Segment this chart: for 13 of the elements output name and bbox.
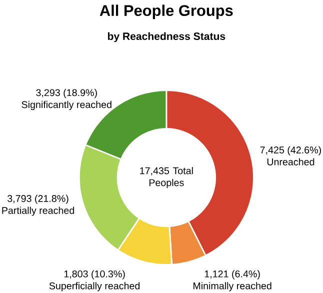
chart-subtitle: by Reachedness Status [108, 32, 226, 42]
slice-label: Superficially reached [49, 282, 140, 292]
data-label: 7,425 (42.6%) [260, 146, 321, 156]
chart-title: All People Groups [100, 4, 233, 20]
data-label: 3,793 (21.8%) [8, 194, 68, 204]
slice-label: Significantly reached [22, 101, 112, 110]
slice-label: Partially reached [2, 206, 74, 216]
data-label: 1,121 (6.4%) [204, 270, 260, 280]
slice-label: Unreached [267, 158, 314, 166]
data-label: 3,293 (18.9%) [36, 89, 97, 98]
text: 17,435 Total Peoples [140, 167, 193, 188]
data-label: 1,803 (10.3%) [64, 270, 125, 280]
slice-label: Minimally reached [194, 282, 272, 292]
